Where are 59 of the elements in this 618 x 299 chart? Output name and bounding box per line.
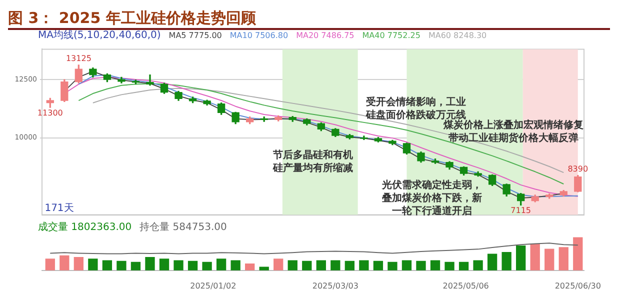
chart-title: 图 3： 2025 年工业硅价格走势回顾 bbox=[8, 8, 610, 30]
x-tick-label: 2025/03/03 bbox=[312, 281, 358, 290]
text: MA20 7486.75 bbox=[296, 30, 354, 42]
bar bbox=[174, 260, 184, 270]
text: MA60 8248.30 bbox=[428, 30, 487, 42]
x-tick-label: 2025/01/02 bbox=[190, 281, 236, 290]
bar bbox=[344, 260, 355, 270]
text: MA5 7775.00 bbox=[168, 30, 222, 42]
bar bbox=[330, 260, 340, 270]
bar bbox=[288, 260, 298, 270]
bar bbox=[302, 260, 312, 270]
bar bbox=[530, 244, 540, 270]
bar bbox=[573, 237, 583, 270]
x-tick-label: 2025/06/30 bbox=[554, 281, 601, 290]
bar bbox=[188, 260, 198, 270]
annotation: 7115 bbox=[510, 206, 532, 216]
annotation: 受开会情绪影响，工业硅盘面价格跌破万元线 bbox=[364, 96, 466, 121]
bar bbox=[102, 260, 112, 270]
annotation: 171天 bbox=[44, 202, 74, 214]
bar bbox=[116, 260, 126, 270]
legend-title: MA均线(5,10,20,40,60,0) bbox=[38, 30, 161, 42]
bar bbox=[558, 247, 568, 270]
text: MA10 7506.80 bbox=[230, 30, 288, 42]
bar bbox=[373, 260, 384, 270]
bar bbox=[316, 260, 326, 270]
bar bbox=[402, 260, 412, 270]
bar bbox=[274, 258, 284, 270]
text: MA40 7752.25 bbox=[362, 30, 420, 42]
bar bbox=[202, 262, 212, 270]
bar bbox=[444, 262, 454, 270]
bar bbox=[502, 252, 512, 270]
bar bbox=[458, 262, 469, 270]
annotation: 光伏需求确定性走弱，叠加煤炭价格下跌，新一轮下行通道开启 bbox=[381, 178, 482, 217]
bar bbox=[544, 248, 554, 270]
bar bbox=[45, 258, 55, 270]
annotation: 13125 bbox=[66, 54, 92, 64]
bar bbox=[473, 260, 483, 270]
bar bbox=[230, 260, 240, 270]
annotation: 节后多晶硅和有机硅产量均有所缩减 bbox=[272, 148, 353, 174]
bar bbox=[516, 246, 526, 270]
bar bbox=[159, 258, 170, 270]
bar bbox=[388, 262, 398, 270]
annotation: 8390 bbox=[568, 164, 588, 174]
bar bbox=[216, 258, 226, 270]
annotation: 11300 bbox=[37, 108, 63, 118]
bar bbox=[359, 260, 369, 270]
series-label: 持仓量 584753.00 bbox=[140, 222, 227, 234]
bar bbox=[74, 256, 84, 270]
bar bbox=[60, 255, 70, 270]
bar bbox=[416, 260, 426, 270]
annotation: 煤炭价格上涨叠加宏观情绪修复带动工业硅期货价格大幅反弹 bbox=[442, 119, 584, 144]
bar bbox=[487, 254, 498, 270]
bar bbox=[88, 258, 98, 270]
bar bbox=[245, 264, 255, 270]
bar bbox=[430, 260, 440, 270]
bar bbox=[145, 256, 155, 270]
bar bbox=[130, 262, 141, 270]
text: 成交量 1802363.00 bbox=[38, 222, 132, 234]
x-tick-label: 2025/05/06 bbox=[442, 281, 489, 290]
